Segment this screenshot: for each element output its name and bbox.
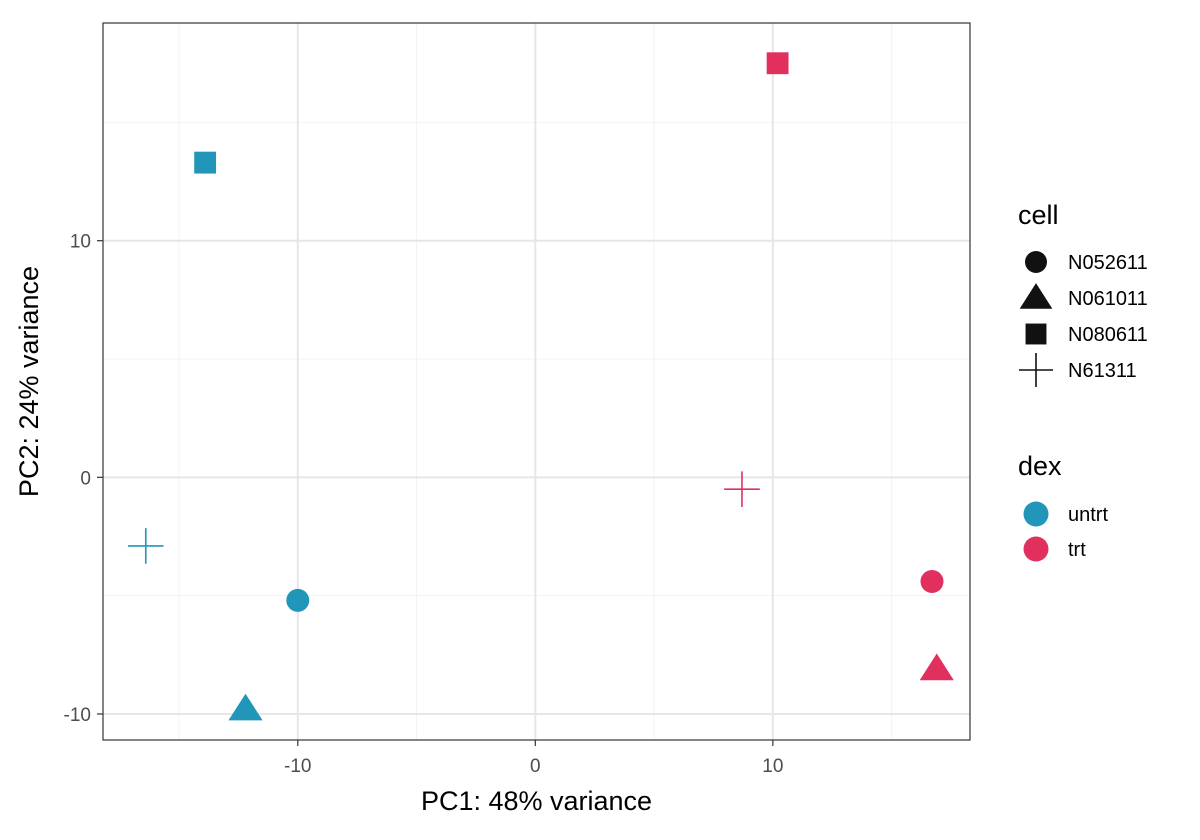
data-point-n052611-trt [920, 569, 944, 593]
legend-label-untrt: untrt [1068, 504, 1108, 526]
x-axis-title: PC1: 48% variance [421, 786, 652, 816]
y-tick-label: -10 [64, 705, 91, 726]
legend-key-n080611 [1025, 323, 1047, 345]
data-point-n061011-untrt [228, 693, 263, 721]
legend-dex-title: dex [1018, 451, 1062, 481]
data-point-n61311-trt [724, 471, 760, 507]
legend-label-n052611: N052611 [1068, 252, 1148, 274]
legend-cell-title: cell [1018, 200, 1059, 230]
x-tick-label: 10 [762, 756, 783, 777]
legend-label-n61311: N61311 [1068, 360, 1137, 382]
legend-key-untrt [1023, 501, 1049, 527]
plot-panel-border [102, 22, 971, 741]
axes: -10 0 10 -10 0 10 [64, 232, 784, 777]
legend-key-n061011 [1019, 283, 1053, 309]
x-tick-label: -10 [284, 756, 311, 777]
data-points [127, 52, 954, 721]
legend-key-n61311 [1018, 352, 1054, 388]
y-tick-label: 10 [70, 232, 91, 253]
x-tick-label: 0 [530, 756, 541, 777]
legend-label-n080611: N080611 [1068, 324, 1148, 346]
legend: cell dex N052611 N061011 N080611 N61311 untr… [1018, 200, 1148, 562]
data-point-n61311-untrt [127, 528, 164, 564]
legend-key-n052611 [1025, 251, 1047, 273]
data-point-n080611-trt [766, 52, 789, 75]
y-axis-title: PC2: 24% variance [14, 266, 44, 497]
data-point-n052611-untrt [286, 588, 310, 612]
legend-key-trt [1023, 536, 1049, 562]
y-tick-label: 0 [80, 468, 91, 489]
legend-label-trt: trt [1068, 539, 1086, 561]
data-point-n061011-trt [919, 653, 954, 681]
plot-background [103, 23, 970, 740]
legend-label-n061011: N061011 [1068, 288, 1148, 310]
data-point-n080611-untrt [194, 151, 217, 174]
